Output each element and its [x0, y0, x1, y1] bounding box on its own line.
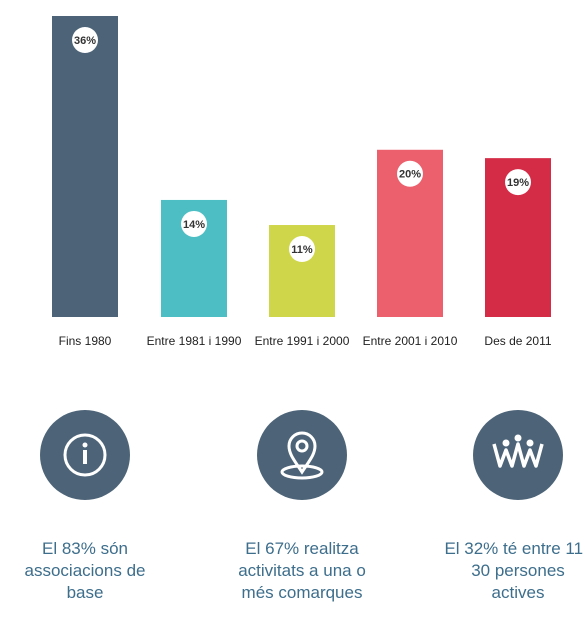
highlight-text: El 83% són associacions de base [24, 539, 146, 602]
x-tick-label: Entre 1981 i 1990 [146, 334, 242, 348]
value-label: 20% [399, 169, 421, 181]
bar [52, 16, 118, 317]
value-label: 14% [183, 219, 205, 231]
value-badge [397, 160, 423, 187]
x-tick-label: Fins 1980 [58, 334, 112, 348]
x-tick-label: Entre 1991 i 2000 [254, 334, 350, 348]
value-label: 36% [74, 35, 96, 47]
value-badge [505, 169, 531, 196]
value-label: 19% [507, 177, 529, 189]
x-tick-label: Des de 2011 [484, 334, 552, 348]
value-badge [289, 236, 315, 263]
value-badge [181, 210, 207, 237]
icon-location [257, 410, 347, 500]
value-badge [72, 27, 98, 53]
highlight-text: El 32% té entre 11 i 30 persones actives [444, 539, 585, 602]
highlight-text: El 67% realitza activitats a una o més c… [238, 539, 366, 602]
value-label: 11% [291, 244, 313, 256]
x-tick-label: Entre 2001 i 2010 [362, 334, 458, 348]
icon-people [473, 410, 563, 500]
icon-info [40, 410, 130, 500]
